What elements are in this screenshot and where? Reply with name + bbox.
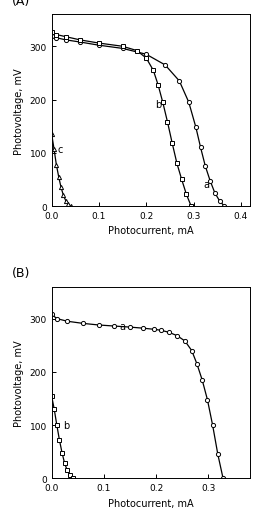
- Text: a: a: [203, 179, 209, 189]
- Text: b: b: [155, 100, 161, 109]
- X-axis label: Photocurrent, mA: Photocurrent, mA: [108, 226, 194, 236]
- Text: (B): (B): [12, 266, 30, 279]
- Y-axis label: Photovoltage, mV: Photovoltage, mV: [14, 68, 24, 154]
- Text: (A): (A): [12, 0, 30, 8]
- Text: c: c: [58, 144, 63, 154]
- Text: b: b: [63, 420, 69, 430]
- X-axis label: Photocurrent, mA: Photocurrent, mA: [108, 498, 194, 508]
- Y-axis label: Photovoltage, mV: Photovoltage, mV: [14, 340, 24, 426]
- Text: a: a: [119, 321, 126, 331]
